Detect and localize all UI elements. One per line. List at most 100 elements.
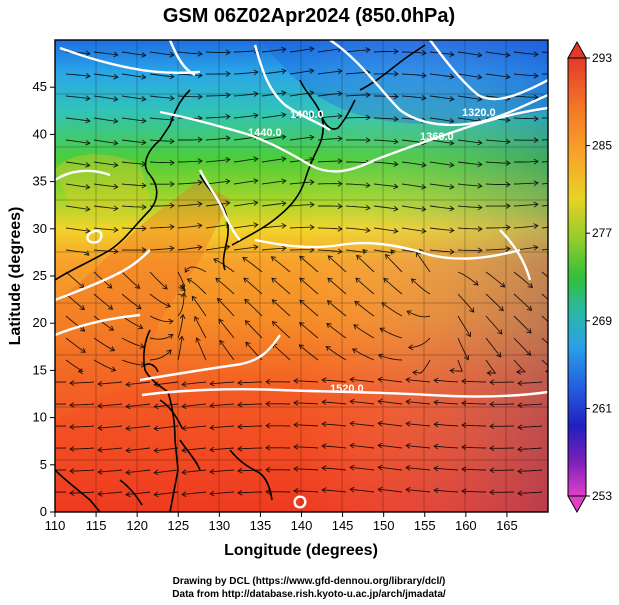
streamline	[378, 466, 403, 471]
streamline	[513, 315, 532, 334]
streamline-arrow	[449, 183, 455, 190]
streamline-arrow	[505, 246, 511, 252]
streamline-arrow	[141, 52, 147, 58]
streamline-arrow	[218, 318, 224, 325]
colorbar-tick-label: 277	[592, 226, 612, 240]
streamline	[517, 469, 543, 472]
streamline-arrow	[243, 277, 249, 283]
streamline-arrow	[405, 486, 411, 493]
streamline	[485, 359, 497, 374]
streamline	[121, 73, 146, 78]
streamline	[69, 425, 95, 428]
streamline-arrow	[473, 280, 479, 286]
streamline	[93, 117, 118, 122]
contour-line	[429, 40, 548, 101]
streamline-arrow	[356, 254, 362, 261]
streamline-arrow	[517, 490, 523, 497]
streamline	[154, 403, 179, 408]
streamline-arrow	[253, 200, 259, 206]
streamline-arrow	[500, 282, 506, 288]
streamline-arrow	[533, 180, 539, 186]
streamline-arrow	[477, 204, 483, 211]
streamline-arrow	[281, 156, 287, 162]
streamline-arrow	[225, 92, 231, 99]
streamline-arrow	[169, 245, 175, 252]
streamline	[317, 249, 342, 253]
streamline-arrow	[69, 468, 75, 474]
x-tick-label: 115	[86, 518, 107, 533]
streamline-arrow	[197, 136, 203, 143]
colorbar-tick-label: 285	[592, 139, 612, 153]
streamline-arrow	[281, 90, 287, 97]
streamline	[177, 51, 202, 55]
streamline-arrow	[244, 320, 251, 326]
streamline	[322, 423, 347, 427]
streamline-arrow	[321, 377, 327, 384]
streamline	[237, 425, 263, 428]
streamline-arrow	[137, 324, 144, 330]
streamline	[461, 424, 487, 427]
streamline	[450, 359, 463, 372]
streamline-arrow	[461, 466, 467, 473]
y-tick-label: 5	[40, 457, 47, 472]
streamline	[149, 315, 173, 323]
streamline	[218, 319, 235, 339]
contour-line	[55, 249, 151, 302]
colorbar-tick-label: 293	[592, 51, 612, 65]
streamline	[383, 277, 403, 295]
streamline	[289, 226, 314, 229]
streamline	[517, 403, 543, 406]
streamline	[233, 50, 259, 53]
streamline-arrow	[141, 225, 147, 232]
streamline-arrow	[349, 486, 355, 493]
streamline	[406, 379, 431, 383]
streamline	[373, 117, 399, 120]
streamline	[415, 252, 431, 273]
streamline	[69, 381, 95, 384]
streamline-arrow	[153, 469, 159, 476]
streamline	[177, 73, 203, 76]
streamline-arrow	[169, 159, 175, 166]
streamline	[261, 48, 286, 53]
streamline	[150, 204, 175, 207]
streamline	[350, 378, 375, 383]
streamline	[485, 293, 504, 312]
streamline-arrow	[555, 350, 560, 355]
streamline-arrow	[463, 354, 470, 361]
colorbar-scale	[567, 57, 587, 497]
streamline-arrow	[209, 380, 215, 387]
streamline-arrow	[449, 51, 455, 58]
streamline	[373, 183, 398, 188]
streamline-arrow	[505, 52, 511, 58]
streamline-arrow	[69, 424, 75, 430]
streamline-arrow	[281, 134, 287, 140]
streamline	[401, 205, 426, 210]
streamline-arrow	[561, 245, 565, 250]
streamline	[210, 403, 235, 407]
streamline-arrow	[162, 284, 168, 290]
streamline	[513, 203, 538, 207]
streamline-arrow	[477, 139, 483, 146]
streamline-arrow	[562, 72, 566, 77]
contour-line	[159, 106, 548, 173]
streamline	[353, 324, 375, 339]
streamline	[373, 205, 398, 210]
streamline-arrow	[181, 381, 187, 388]
streamline-arrow	[197, 50, 203, 57]
streamline	[373, 249, 395, 254]
streamline	[210, 491, 235, 495]
x-tick-label: 135	[250, 518, 272, 533]
streamline-arrow	[421, 228, 427, 234]
streamline	[406, 445, 431, 449]
streamline	[517, 491, 543, 494]
streamline-arrow	[351, 348, 358, 354]
streamline	[327, 277, 347, 295]
streamline-arrow	[461, 444, 467, 451]
streamline-arrow	[253, 91, 259, 97]
x-tick-label: 155	[414, 518, 436, 533]
streamline	[461, 402, 487, 405]
streamline	[289, 136, 314, 141]
streamline	[178, 139, 203, 141]
y-axis-title: Latitude (degrees)	[7, 207, 24, 346]
contour-line	[55, 313, 141, 337]
